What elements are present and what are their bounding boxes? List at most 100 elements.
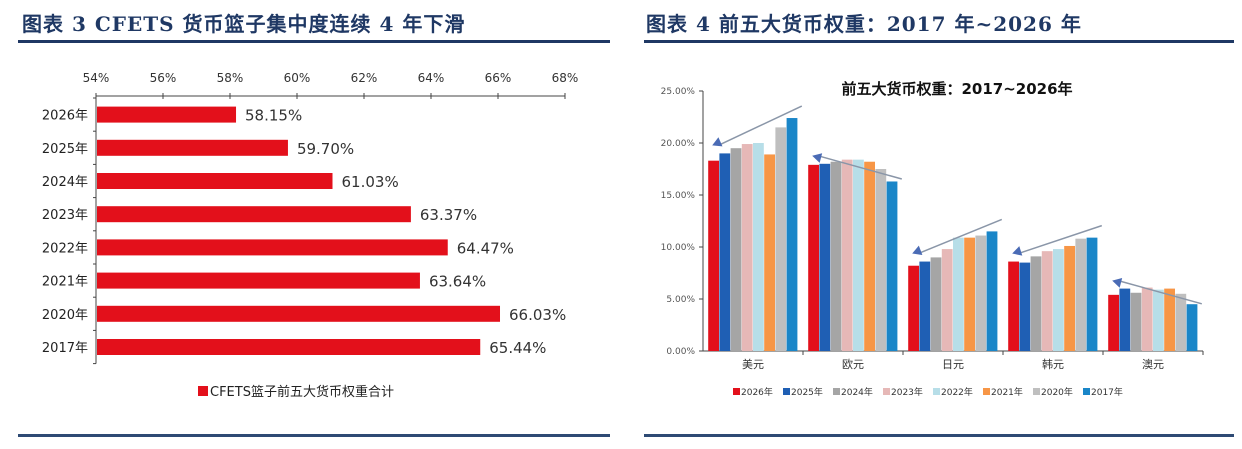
bar bbox=[841, 159, 853, 351]
category-label: 欧元 bbox=[842, 358, 864, 371]
legend-label: 2021年 bbox=[991, 386, 1023, 398]
bar bbox=[97, 139, 288, 156]
bottom-rule bbox=[18, 434, 610, 437]
bar bbox=[775, 127, 787, 352]
title-rule bbox=[644, 40, 1234, 43]
bar bbox=[986, 231, 998, 351]
bar bbox=[1186, 304, 1198, 351]
bar bbox=[1030, 256, 1042, 351]
bar bbox=[1086, 237, 1098, 351]
bar bbox=[864, 161, 875, 351]
bar bbox=[930, 257, 942, 351]
legend-label: 2023年 bbox=[891, 386, 923, 398]
bar bbox=[808, 164, 819, 351]
value-label: 59.70% bbox=[297, 140, 354, 158]
bar bbox=[1141, 287, 1153, 351]
bar bbox=[886, 181, 898, 351]
bar bbox=[97, 339, 481, 355]
y-tick-label: 0.00% bbox=[666, 347, 695, 357]
value-label: 66.03% bbox=[509, 306, 566, 324]
bar bbox=[1175, 293, 1187, 351]
bar bbox=[853, 159, 864, 351]
category-label: 2024年 bbox=[42, 175, 88, 190]
bar bbox=[1008, 261, 1019, 351]
trend-line bbox=[817, 155, 903, 180]
bar bbox=[753, 143, 764, 351]
bar bbox=[97, 239, 448, 256]
figure-4-title: 图表 4 前五大货币权重：2017 年~2026 年 bbox=[646, 12, 1082, 36]
bar bbox=[97, 173, 333, 189]
legend-label: CFETS篮子前五大货币权重合计 bbox=[210, 384, 394, 400]
bar bbox=[97, 305, 501, 322]
legend-swatch bbox=[883, 388, 890, 395]
chart-title: 前五大货币权重：2017~2026年 bbox=[841, 80, 1072, 98]
bar bbox=[953, 237, 964, 351]
bar bbox=[830, 161, 842, 351]
bar bbox=[1119, 288, 1131, 351]
bar bbox=[741, 144, 753, 351]
bar bbox=[97, 206, 411, 223]
y-tick-label: 10.00% bbox=[661, 243, 696, 253]
category-label: 韩元 bbox=[1042, 357, 1064, 371]
legend-swatch bbox=[1033, 388, 1040, 395]
legend-swatch bbox=[783, 388, 790, 395]
legend-label: 2020年 bbox=[1041, 386, 1073, 398]
value-label: 61.03% bbox=[342, 173, 399, 191]
figure-4-panel: 图表 4 前五大货币权重：2017 年~2026 年 前五大货币权重：2017~… bbox=[620, 0, 1242, 449]
trend-arrow-icon bbox=[812, 153, 823, 163]
category-label: 2017年 bbox=[42, 341, 88, 356]
category-label: 2020年 bbox=[42, 308, 88, 323]
x-tick-label: 62% bbox=[351, 71, 378, 85]
bar bbox=[908, 265, 919, 351]
bar bbox=[1041, 251, 1053, 351]
legend-swatch bbox=[983, 388, 990, 395]
bar bbox=[708, 160, 719, 351]
trend-line bbox=[1117, 279, 1203, 305]
category-label: 2021年 bbox=[42, 275, 88, 290]
category-label: 美元 bbox=[742, 358, 764, 371]
bar bbox=[819, 163, 831, 351]
bar bbox=[941, 249, 953, 351]
bar bbox=[1019, 262, 1031, 351]
x-tick-label: 64% bbox=[418, 71, 445, 85]
value-label: 64.47% bbox=[457, 239, 514, 257]
trend-line bbox=[1017, 224, 1103, 255]
bar bbox=[97, 106, 237, 123]
category-label: 2026年 bbox=[42, 109, 88, 124]
trend-arrow-icon bbox=[912, 245, 923, 256]
bar bbox=[1053, 249, 1064, 351]
x-tick-label: 56% bbox=[150, 71, 177, 85]
legend-label: 2022年 bbox=[941, 386, 973, 398]
top5-currency-weights-chart: 前五大货币权重：2017~2026年 0.00% 5.00% 10.00% 15.00%… bbox=[661, 80, 1204, 398]
figure-3-title: 图表 3 CFETS 货币篮子集中度连续 4 年下滑 bbox=[22, 12, 466, 36]
category-label: 澳元 bbox=[1142, 358, 1164, 371]
title-rule bbox=[18, 40, 610, 43]
x-tick-label: 60% bbox=[284, 71, 311, 85]
x-tick-label: 54% bbox=[83, 71, 110, 85]
bar bbox=[719, 153, 731, 351]
legend-swatch bbox=[833, 388, 840, 395]
x-tick-label: 68% bbox=[552, 71, 579, 85]
trend-arrow-icon bbox=[1012, 246, 1023, 256]
value-label: 65.44% bbox=[489, 339, 546, 357]
bar bbox=[1153, 289, 1164, 351]
value-label: 63.37% bbox=[420, 206, 477, 224]
x-tick-label: 58% bbox=[217, 71, 244, 85]
trend-line bbox=[717, 105, 803, 147]
bar bbox=[1130, 292, 1142, 351]
bar bbox=[964, 237, 975, 351]
bar bbox=[1108, 294, 1119, 351]
y-tick-label: 25.00% bbox=[661, 87, 696, 97]
bottom-rule bbox=[644, 434, 1234, 437]
bar bbox=[97, 272, 420, 289]
value-label: 63.64% bbox=[429, 273, 486, 291]
trend-arrow-icon bbox=[1112, 278, 1123, 288]
legend-label: 2026年 bbox=[741, 386, 773, 398]
legend-swatch bbox=[198, 386, 208, 396]
y-tick-label: 20.00% bbox=[661, 139, 696, 149]
legend-swatch bbox=[933, 388, 940, 395]
concentration-bar-chart: 54% 56% 58% 60% 62% 64% 66% 68% 2026年 58.15% 2025年… bbox=[42, 71, 579, 400]
bar bbox=[975, 235, 987, 351]
bar bbox=[730, 148, 742, 351]
category-label: 2022年 bbox=[42, 241, 88, 256]
